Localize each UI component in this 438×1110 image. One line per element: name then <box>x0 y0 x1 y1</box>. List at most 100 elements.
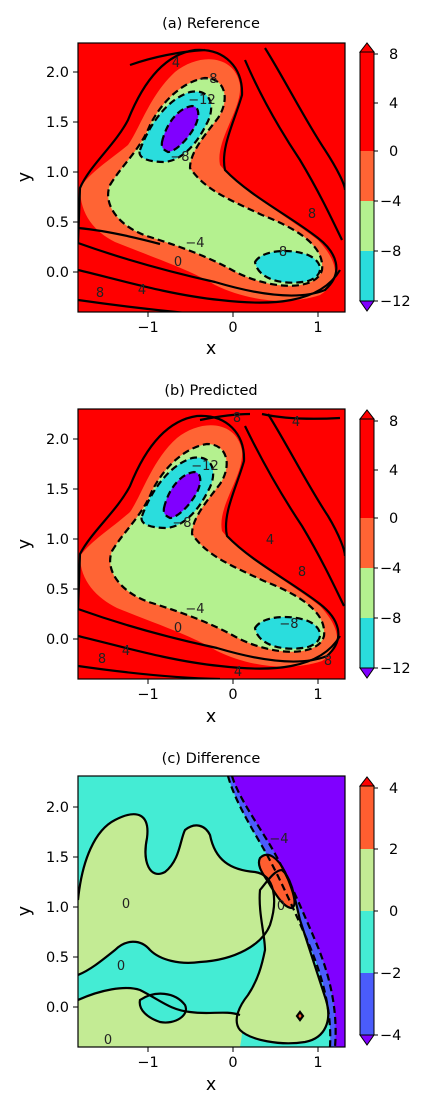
colorbar-tick-label: 4 <box>389 96 398 112</box>
contour-label: −4 <box>185 236 204 251</box>
colorbar-extend-top <box>358 776 376 787</box>
contour-label: −4 <box>269 832 288 847</box>
x-axis-label: x <box>206 707 216 727</box>
plot-frame <box>77 408 346 680</box>
contour-label: 0 <box>117 959 125 974</box>
contour-label: 4 <box>234 665 242 680</box>
contour-label: −8 <box>170 150 189 165</box>
contour-label: 0 <box>174 255 182 270</box>
contour-labels: 8 4 −12 −8 4 8 −4 0 −8 8 4 8 4 <box>98 411 332 680</box>
level-neg12 <box>161 106 199 152</box>
region-pos-left <box>78 814 275 975</box>
y-tick-label: 1.0 <box>46 165 69 181</box>
contour-label: 4 <box>172 56 180 71</box>
colorbar-tick-label: 8 <box>389 47 398 63</box>
x-tick-label: 0 <box>228 687 237 703</box>
y-tick-label: 1.5 <box>46 482 69 498</box>
level-neg12 <box>163 472 201 518</box>
region-pos-patch <box>139 993 186 1023</box>
contour-lines <box>78 412 345 679</box>
y-tick-label: 1.0 <box>46 532 69 548</box>
contour-label: 8 <box>96 286 104 301</box>
y-axis-label: y <box>15 172 35 182</box>
y-tick-label: 2.0 <box>46 800 69 816</box>
contour-labels: 4 −12 −8 −8 8 −4 0 8 4 8 <box>96 56 316 301</box>
y-tick-label: 0.0 <box>46 1000 69 1016</box>
contour-label: 4 <box>266 533 274 548</box>
contour-label: 4 <box>138 283 146 298</box>
contour-label: −8 <box>198 72 217 87</box>
colorbar-extend-top <box>358 409 376 420</box>
x-tick-label: 1 <box>313 1055 322 1071</box>
y-tick-label: 0.0 <box>46 632 69 648</box>
colorbar-tick-label: −12 <box>380 294 411 310</box>
colorbar-extend-top <box>358 42 376 53</box>
plot-frame <box>77 42 346 313</box>
contour-label: −8 <box>172 516 191 531</box>
y-axis: 0.0 0.5 1.0 1.5 2.0 y <box>15 800 78 1016</box>
colorbar-extend-bottom <box>359 1034 375 1046</box>
contour-label: 8 <box>233 411 241 426</box>
contour-label: 8 <box>279 245 287 260</box>
x-axis: −1 0 1 x <box>137 679 323 727</box>
plot-frame <box>77 775 346 1048</box>
colorbar-tick-label: 0 <box>389 904 398 920</box>
panel-title: (c) Difference <box>162 751 261 767</box>
contour-label: −8 <box>279 617 298 632</box>
y-tick-label: 0.5 <box>46 215 69 231</box>
y-tick-label: 1.5 <box>46 115 69 131</box>
y-axis-label: y <box>15 906 35 916</box>
panel-title: (b) Predicted <box>164 383 257 399</box>
level-neg8b <box>255 616 320 649</box>
colorbar-tick-label: −4 <box>380 561 401 577</box>
x-tick-label: 1 <box>313 320 322 336</box>
colorbar-extend-bottom <box>359 667 375 679</box>
x-axis: −1 0 1 x <box>137 1047 323 1095</box>
x-tick-label: 0 <box>228 320 237 336</box>
y-tick-label: 0.5 <box>46 582 69 598</box>
contour-lines <box>78 776 337 1047</box>
y-axis-label: y <box>15 539 35 549</box>
y-tick-label: 0.0 <box>46 265 69 281</box>
contour-label: 4 <box>122 644 130 659</box>
region-pos2 <box>258 854 295 908</box>
contour-label: 8 <box>324 654 332 669</box>
level-neg8b <box>255 250 320 283</box>
contour-label: 4 <box>292 415 300 430</box>
contour-label: 0 <box>122 897 130 912</box>
colorbar-tick-label: 0 <box>389 511 398 527</box>
contour-labels: −4 0 0 0 0 <box>104 832 289 1048</box>
y-axis: 0.0 0.5 1.0 1.5 2.0 y <box>15 65 78 281</box>
x-axis-label: x <box>206 1075 216 1095</box>
y-tick-label: 0.5 <box>46 950 69 966</box>
y-axis: 0.0 0.5 1.0 1.5 2.0 y <box>15 432 78 648</box>
colorbar-tick-label: −12 <box>380 661 411 677</box>
colorbar-tick-label: −4 <box>380 1028 401 1044</box>
y-tick-label: 1.5 <box>46 850 69 866</box>
y-tick-label: 2.0 <box>46 65 69 81</box>
panel-difference: (c) Difference −4 0 0 0 <box>15 751 401 1095</box>
region-neg4 <box>232 776 345 1047</box>
x-axis-label: x <box>206 339 216 359</box>
contour-label: 0 <box>277 899 285 914</box>
contour-fill <box>78 776 345 1047</box>
contour-label: 0 <box>174 621 182 636</box>
colorbar: 4 2 0 −2 −4 <box>358 776 401 1046</box>
y-tick-label: 1.0 <box>46 900 69 916</box>
colorbar: 8 4 0 −4 −8 −12 <box>358 42 411 312</box>
colorbar-tick-label: 4 <box>389 781 398 797</box>
colorbar: 8 4 0 −4 −8 −12 <box>358 409 411 679</box>
contour-label: −12 <box>191 459 218 474</box>
panel-reference: (a) Reference 4 −12 −8 −8 <box>15 16 411 359</box>
colorbar-tick-label: 2 <box>389 842 398 858</box>
colorbar-tick-label: −8 <box>380 611 401 627</box>
band-neg2 <box>228 776 336 1047</box>
contour-label: 8 <box>308 207 316 222</box>
x-tick-label: −1 <box>137 1055 158 1071</box>
panel-title: (a) Reference <box>162 16 260 32</box>
x-tick-label: 0 <box>228 1055 237 1071</box>
panel-predicted: (b) Predicted 8 4 −12 −8 <box>15 383 411 727</box>
region-pos-right <box>236 870 329 1044</box>
x-axis: −1 0 1 x <box>137 312 323 359</box>
